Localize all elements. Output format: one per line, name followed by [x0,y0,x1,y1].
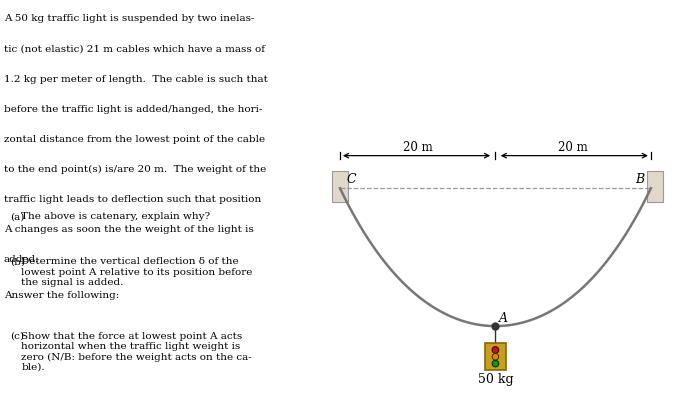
Text: A 50 kg traffic light is suspended by two inelas-: A 50 kg traffic light is suspended by tw… [4,14,254,23]
Text: traffic light leads to deflection such that position: traffic light leads to deflection such t… [4,195,261,204]
Text: C: C [346,173,356,186]
Circle shape [492,347,498,353]
Circle shape [492,360,498,367]
Text: (b): (b) [10,258,25,267]
Bar [647,171,663,202]
Text: tic (not elastic) 21 m cables which have a mass of: tic (not elastic) 21 m cables which have… [4,44,265,54]
Text: (a): (a) [10,212,25,221]
Text: B: B [635,173,645,186]
Text: before the traffic light is added/hanged, the hori-: before the traffic light is added/hanged… [4,105,262,114]
Text: 20 m: 20 m [558,140,588,154]
Text: to the end point(s) is/are 20 m.  The weight of the: to the end point(s) is/are 20 m. The wei… [4,165,266,174]
Text: A changes as soon the the weight of the light is: A changes as soon the the weight of the … [4,225,253,234]
Text: 50 kg: 50 kg [477,374,513,386]
Text: A: A [499,312,508,325]
Text: 1.2 kg per meter of length.  The cable is such that: 1.2 kg per meter of length. The cable is… [4,75,268,84]
Circle shape [492,353,498,360]
Text: zontal distance from the lowest point of the cable: zontal distance from the lowest point of… [4,135,265,144]
Bar [486,343,505,370]
Bar [332,171,348,202]
Text: added.: added. [4,255,39,264]
Text: Answer the following:: Answer the following: [4,291,119,300]
Text: The above is catenary, explain why?: The above is catenary, explain why? [21,212,210,221]
Text: 20 m: 20 m [403,140,432,154]
Text: Show that the force at lowest point A acts
horizontal when the traffic light wei: Show that the force at lowest point A ac… [21,332,252,372]
Text: Determine the vertical deflection δ of the
lowest point A relative to its positi: Determine the vertical deflection δ of t… [21,258,253,287]
Text: (c): (c) [10,332,24,341]
